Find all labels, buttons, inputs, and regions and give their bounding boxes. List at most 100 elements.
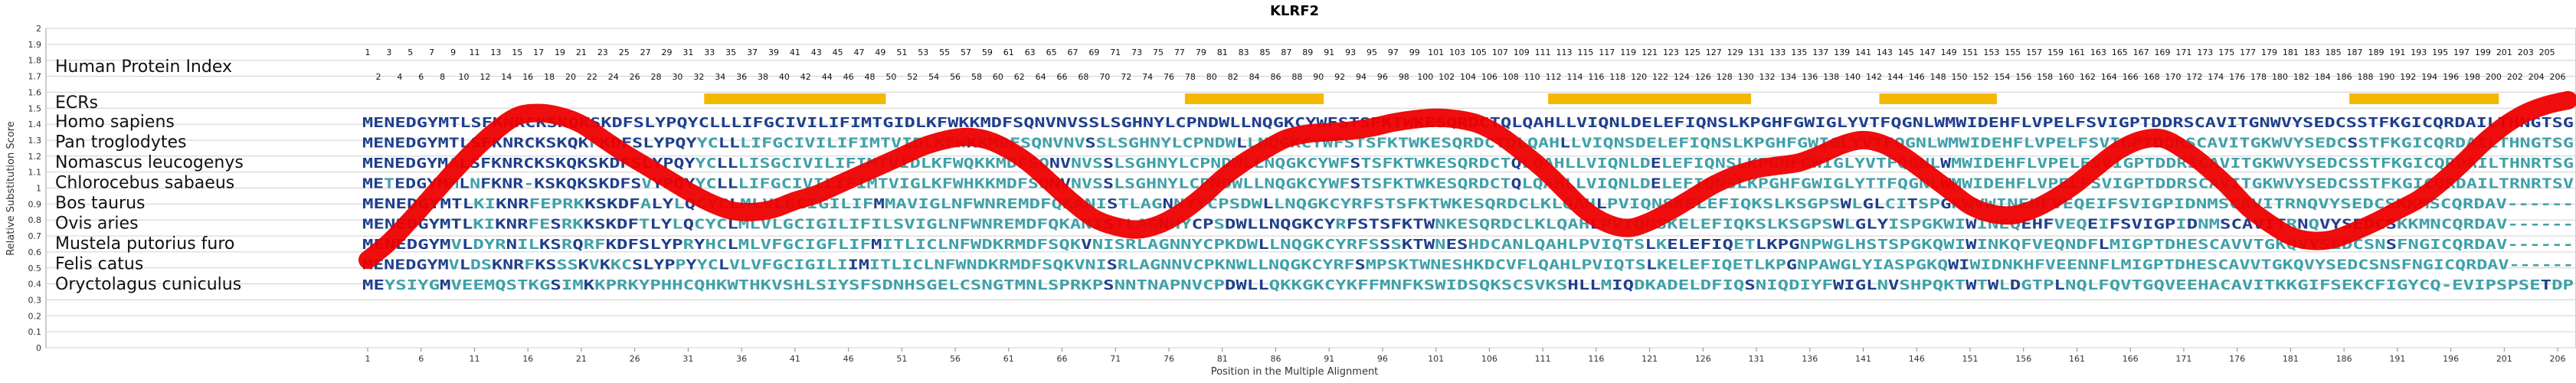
y-tick-label: 1.8 bbox=[28, 56, 42, 66]
score-point bbox=[473, 149, 475, 150]
score-point bbox=[1051, 182, 1052, 184]
ecr-bar bbox=[704, 93, 886, 104]
x-tick-label: 46 bbox=[843, 354, 854, 364]
index-number: 134 bbox=[1780, 72, 1796, 82]
score-point bbox=[1841, 144, 1843, 146]
index-number: 63 bbox=[1025, 47, 1036, 57]
x-tick-label: 86 bbox=[1270, 354, 1281, 364]
score-point bbox=[1157, 224, 1159, 225]
score-point bbox=[965, 136, 967, 138]
score-point bbox=[388, 241, 390, 243]
score-point bbox=[1820, 154, 1822, 155]
index-number: 143 bbox=[1877, 47, 1893, 57]
score-point bbox=[1863, 139, 1864, 141]
index-number: 145 bbox=[1898, 47, 1914, 57]
index-number: 100 bbox=[1417, 72, 1433, 82]
index-number: 168 bbox=[2144, 72, 2160, 82]
index-number: 107 bbox=[1492, 47, 1508, 57]
index-number: 204 bbox=[2529, 72, 2545, 82]
index-number: 136 bbox=[1802, 72, 1818, 82]
x-tick-label: 1 bbox=[365, 354, 371, 364]
index-number: 86 bbox=[1270, 72, 1281, 82]
index-number: 200 bbox=[2486, 72, 2502, 82]
y-tick-label: 1.7 bbox=[28, 72, 42, 82]
index-number: 87 bbox=[1281, 47, 1291, 57]
score-point bbox=[2397, 210, 2398, 211]
index-number: 198 bbox=[2464, 72, 2480, 82]
human-protein-index: 1 3 5 7 9 11 13 15 17 19 21 23 25 27 29 31 33 35 37 39 41 43 4… bbox=[365, 47, 2566, 82]
index-number: 36 bbox=[736, 72, 747, 82]
index-number: 121 bbox=[1642, 47, 1658, 57]
index-number: 137 bbox=[1812, 47, 1828, 57]
score-point bbox=[2546, 104, 2548, 106]
index-number: 115 bbox=[1577, 47, 1593, 57]
index-number: 70 bbox=[1099, 72, 1110, 82]
index-number: 39 bbox=[768, 47, 779, 57]
score-point bbox=[2097, 165, 2099, 166]
index-number: 113 bbox=[1556, 47, 1573, 57]
index-number: 57 bbox=[961, 47, 971, 57]
index-number: 142 bbox=[1866, 72, 1882, 82]
index-number: 105 bbox=[1471, 47, 1487, 57]
index-number: 140 bbox=[1844, 72, 1861, 82]
index-number: 191 bbox=[2389, 47, 2405, 57]
index-number: 138 bbox=[1823, 72, 1839, 82]
species-label: Mustela putorius furo bbox=[55, 234, 234, 254]
index-number: 55 bbox=[939, 47, 950, 57]
score-point bbox=[1328, 132, 1330, 133]
score-line-series bbox=[358, 90, 2576, 270]
index-number: 44 bbox=[822, 72, 833, 82]
index-number: 116 bbox=[1588, 72, 1604, 82]
index-number: 72 bbox=[1121, 72, 1131, 82]
index-number: 154 bbox=[1994, 72, 2010, 82]
index-number: 171 bbox=[2175, 47, 2191, 57]
y-tick-label: 1.4 bbox=[28, 119, 42, 129]
index-number: 160 bbox=[2058, 72, 2074, 82]
score-point bbox=[2418, 198, 2420, 200]
score-point bbox=[1285, 138, 1287, 139]
x-tick-label: 56 bbox=[950, 354, 961, 364]
index-number: 68 bbox=[1078, 72, 1088, 82]
score-point bbox=[1606, 222, 1608, 224]
index-number: 164 bbox=[2101, 72, 2117, 82]
index-number: 156 bbox=[2015, 72, 2031, 82]
index-number: 101 bbox=[1428, 47, 1444, 57]
x-tick-label: 136 bbox=[1802, 354, 1818, 364]
index-number: 49 bbox=[875, 47, 885, 57]
index-number: 79 bbox=[1196, 47, 1206, 57]
index-number: 43 bbox=[811, 47, 822, 57]
index-number: 8 bbox=[440, 72, 445, 82]
index-number: 90 bbox=[1313, 72, 1324, 82]
score-point bbox=[1072, 201, 1073, 203]
x-axis: 1 6 11 16 21 26 31 36 41 46 51 56 61 66 71 76 81 86 91 96 10… bbox=[365, 348, 2566, 364]
index-number: 117 bbox=[1599, 47, 1615, 57]
index-number: 69 bbox=[1088, 47, 1099, 57]
x-tick-label: 106 bbox=[1481, 354, 1497, 364]
index-number: 103 bbox=[1449, 47, 1465, 57]
y-tick-label: 0.3 bbox=[28, 295, 42, 305]
index-number: 118 bbox=[1609, 72, 1625, 82]
species-label: Nomascus leucogenys bbox=[55, 153, 244, 172]
index-number: 149 bbox=[1941, 47, 1957, 57]
index-number: 139 bbox=[1834, 47, 1850, 57]
index-number: 80 bbox=[1206, 72, 1217, 82]
index-number: 89 bbox=[1302, 47, 1313, 57]
index-number: 98 bbox=[1399, 72, 1409, 82]
x-tick-label: 21 bbox=[576, 354, 587, 364]
y-tick-label: 1.6 bbox=[28, 87, 42, 97]
score-point bbox=[1008, 149, 1010, 150]
index-number: 92 bbox=[1334, 72, 1345, 82]
y-tick-label: 0.2 bbox=[28, 311, 42, 321]
x-tick-label: 61 bbox=[1003, 354, 1014, 364]
index-number: 74 bbox=[1142, 72, 1153, 82]
index-number: 9 bbox=[450, 47, 456, 57]
index-number: 180 bbox=[2272, 72, 2288, 82]
index-number: 23 bbox=[597, 47, 608, 57]
index-number: 77 bbox=[1174, 47, 1185, 57]
score-point bbox=[730, 210, 732, 211]
index-number: 111 bbox=[1535, 47, 1551, 57]
